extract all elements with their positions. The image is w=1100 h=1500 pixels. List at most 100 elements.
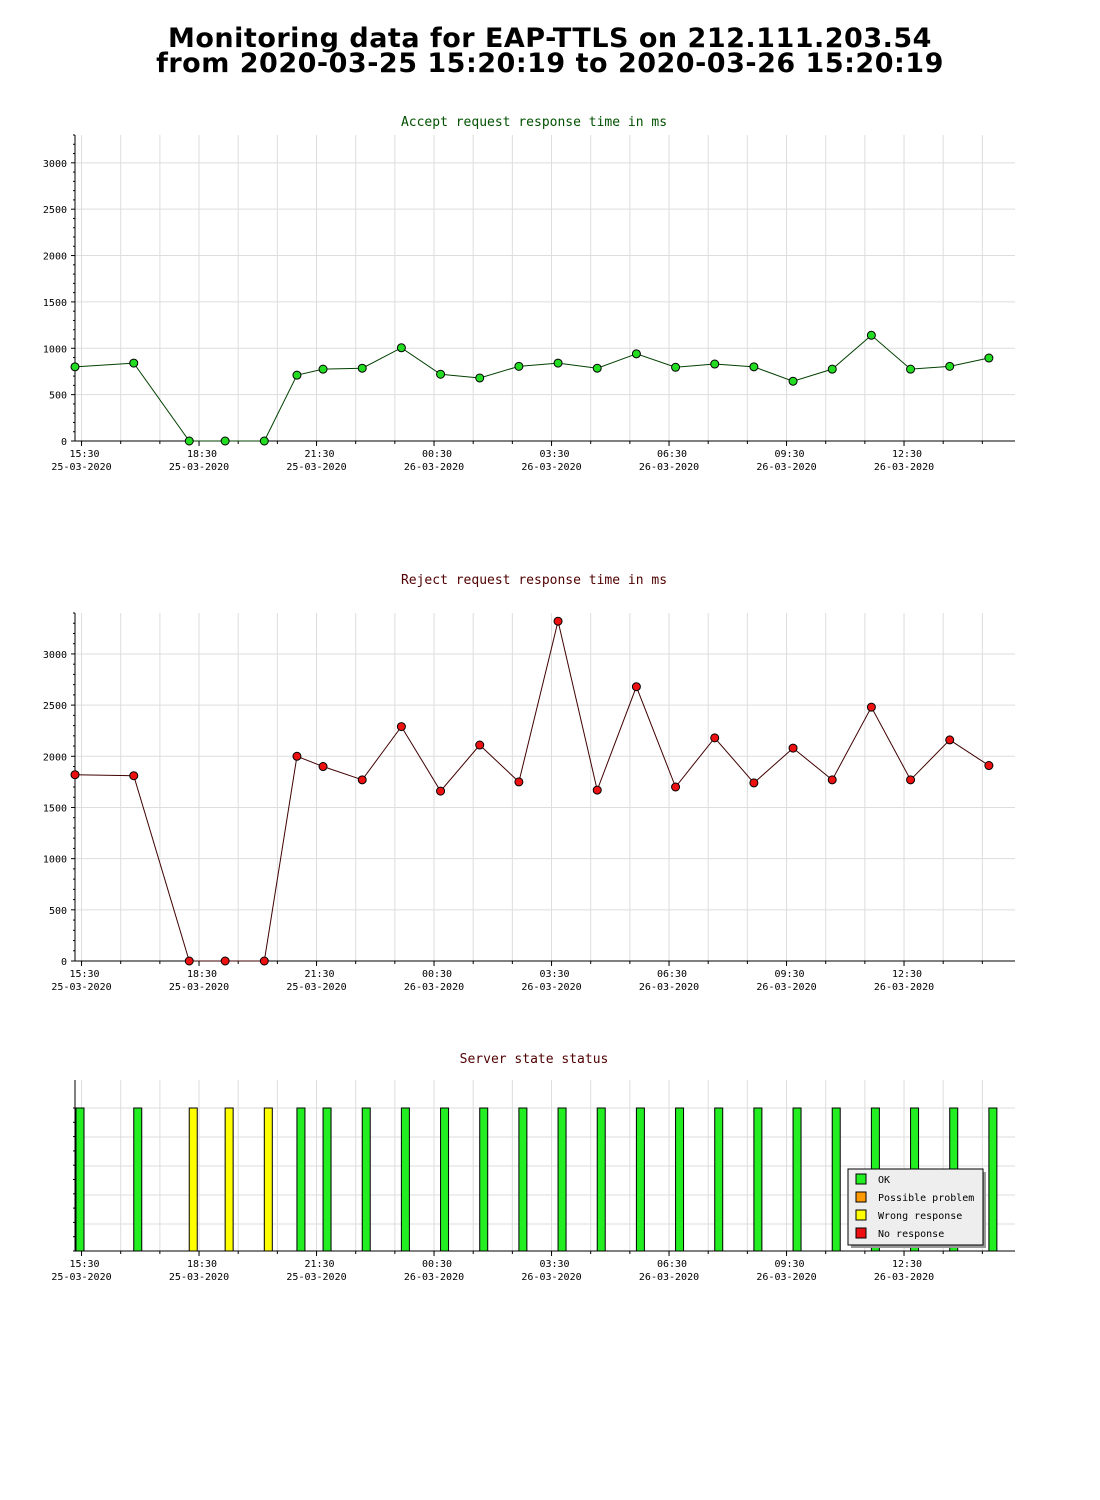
reject-data-point [292,751,302,761]
status-chart: 15:30 25-03-2020 18:30 25-03-2020 21:30 25-03… [51,1080,1015,1283]
reject-data-point [749,778,759,788]
accept-x-tick-date-label: 26-03-2020 [404,462,464,473]
reject-data-point [436,786,446,796]
reject-data-point [318,762,328,772]
accept-data-point [788,376,798,386]
accept-y-tick-label: 500 [49,391,67,402]
accept-x-tick-time-label: 12:30 [892,449,922,460]
reject-data-point [631,682,641,692]
legend-swatch [855,1191,867,1203]
reject-x-tick-date-label: 26-03-2020 [404,982,464,993]
reject-y-tick-label: 500 [49,906,67,917]
status-x-tick-date-label: 25-03-2020 [169,1272,229,1283]
accept-data-point [514,361,524,371]
reject-data-point [70,770,80,780]
accept-data-point [866,330,876,340]
status-x-tick-date-label: 25-03-2020 [51,1272,111,1283]
status-x-tick-date-label: 26-03-2020 [756,1272,816,1283]
status-x-tick-time-label: 21:30 [304,1259,334,1270]
reject-data-point [788,743,798,753]
reject-x-tick-date-label: 26-03-2020 [756,982,816,993]
status-bar [753,1107,763,1252]
legend-label: No response [878,1229,944,1240]
accept-data-point [220,436,230,446]
reject-series-line [74,621,990,962]
accept-series-line [74,334,989,442]
page-title-line-1: Monitoring data for EAP-TTLS on 212.111.… [168,23,932,54]
accept-data-point [827,364,837,374]
accept-x-tick-time-label: 21:30 [304,449,334,460]
status-bar [518,1107,528,1252]
reject-data-point [827,775,837,785]
accept-data-point [984,353,994,363]
status-x-tick-time-label: 03:30 [539,1259,569,1270]
accept-data-point [357,363,367,373]
status-x-tick-time-label: 06:30 [657,1259,687,1270]
status-bar [831,1107,841,1252]
accept-y-tick-label: 2500 [43,205,67,216]
reject-y-tick-label: 1000 [43,855,67,866]
reject-data-point [357,775,367,785]
reject-data-point [259,956,269,966]
accept-data-point [631,349,641,359]
accept-chart: 0 500 1000 1500 2000 2500 3000 15:30 25-03-2020 1… [43,134,1015,473]
reject-x-tick-time-label: 15:30 [69,969,99,980]
reject-x-tick-date-label: 25-03-2020 [286,982,346,993]
reject-data-point [475,740,485,750]
reject-data-point [866,702,876,712]
accept-x-tick-time-label: 06:30 [657,449,687,460]
reject-x-tick-time-label: 03:30 [539,969,569,980]
reject-data-point [129,771,139,781]
legend-box [847,1168,984,1246]
accept-data-point [70,362,80,372]
status-bar [400,1107,410,1252]
accept-data-point [710,359,720,369]
reject-x-tick-date-label: 26-03-2020 [639,982,699,993]
accept-chart-title: Accept request response time in ms [401,115,667,130]
reject-x-tick-time-label: 09:30 [774,969,804,980]
accept-data-point [129,358,139,368]
status-bar [440,1107,450,1252]
reject-x-tick-time-label: 18:30 [187,969,217,980]
accept-x-tick-time-label: 18:30 [187,449,217,460]
accept-data-point [945,361,955,371]
legend-swatch [855,1227,867,1239]
reject-chart-title: Reject request response time in ms [401,573,667,588]
reject-x-tick-date-label: 25-03-2020 [169,982,229,993]
reject-x-tick-time-label: 12:30 [892,969,922,980]
accept-x-tick-date-label: 25-03-2020 [51,462,111,473]
accept-x-tick-time-label: 15:30 [69,449,99,460]
accept-data-point [475,373,485,383]
reject-chart: 0 500 1000 1500 2000 2500 3000 15:30 25-03-2020 1… [43,612,1015,993]
reject-y-tick-label: 3000 [43,650,67,661]
legend-label: Possible problem [878,1193,974,1204]
accept-data-point [259,436,269,446]
reject-x-tick-time-label: 21:30 [304,969,334,980]
accept-x-tick-time-label: 09:30 [774,449,804,460]
status-bar [188,1107,198,1252]
legend-swatch [855,1209,867,1221]
status-x-tick-time-label: 09:30 [774,1259,804,1270]
accept-data-point [184,436,194,446]
reject-x-tick-time-label: 06:30 [657,969,687,980]
reject-data-point [396,722,406,732]
reject-data-point [945,735,955,745]
status-bar [479,1107,489,1252]
status-x-tick-time-label: 00:30 [422,1259,452,1270]
reject-x-tick-date-label: 26-03-2020 [521,982,581,993]
accept-y-tick-label: 1000 [43,344,67,355]
accept-x-tick-date-label: 25-03-2020 [286,462,346,473]
status-x-tick-date-label: 26-03-2020 [874,1272,934,1283]
reject-data-point [184,956,194,966]
accept-data-point [292,370,302,380]
accept-data-point [436,369,446,379]
reject-x-tick-date-label: 25-03-2020 [51,982,111,993]
accept-x-tick-time-label: 00:30 [422,449,452,460]
status-bar [988,1107,998,1252]
status-bar [361,1107,371,1252]
reject-data-point [553,616,563,626]
accept-y-tick-label: 3000 [43,159,67,170]
reject-x-tick-date-label: 26-03-2020 [874,982,934,993]
reject-data-point [671,782,681,792]
